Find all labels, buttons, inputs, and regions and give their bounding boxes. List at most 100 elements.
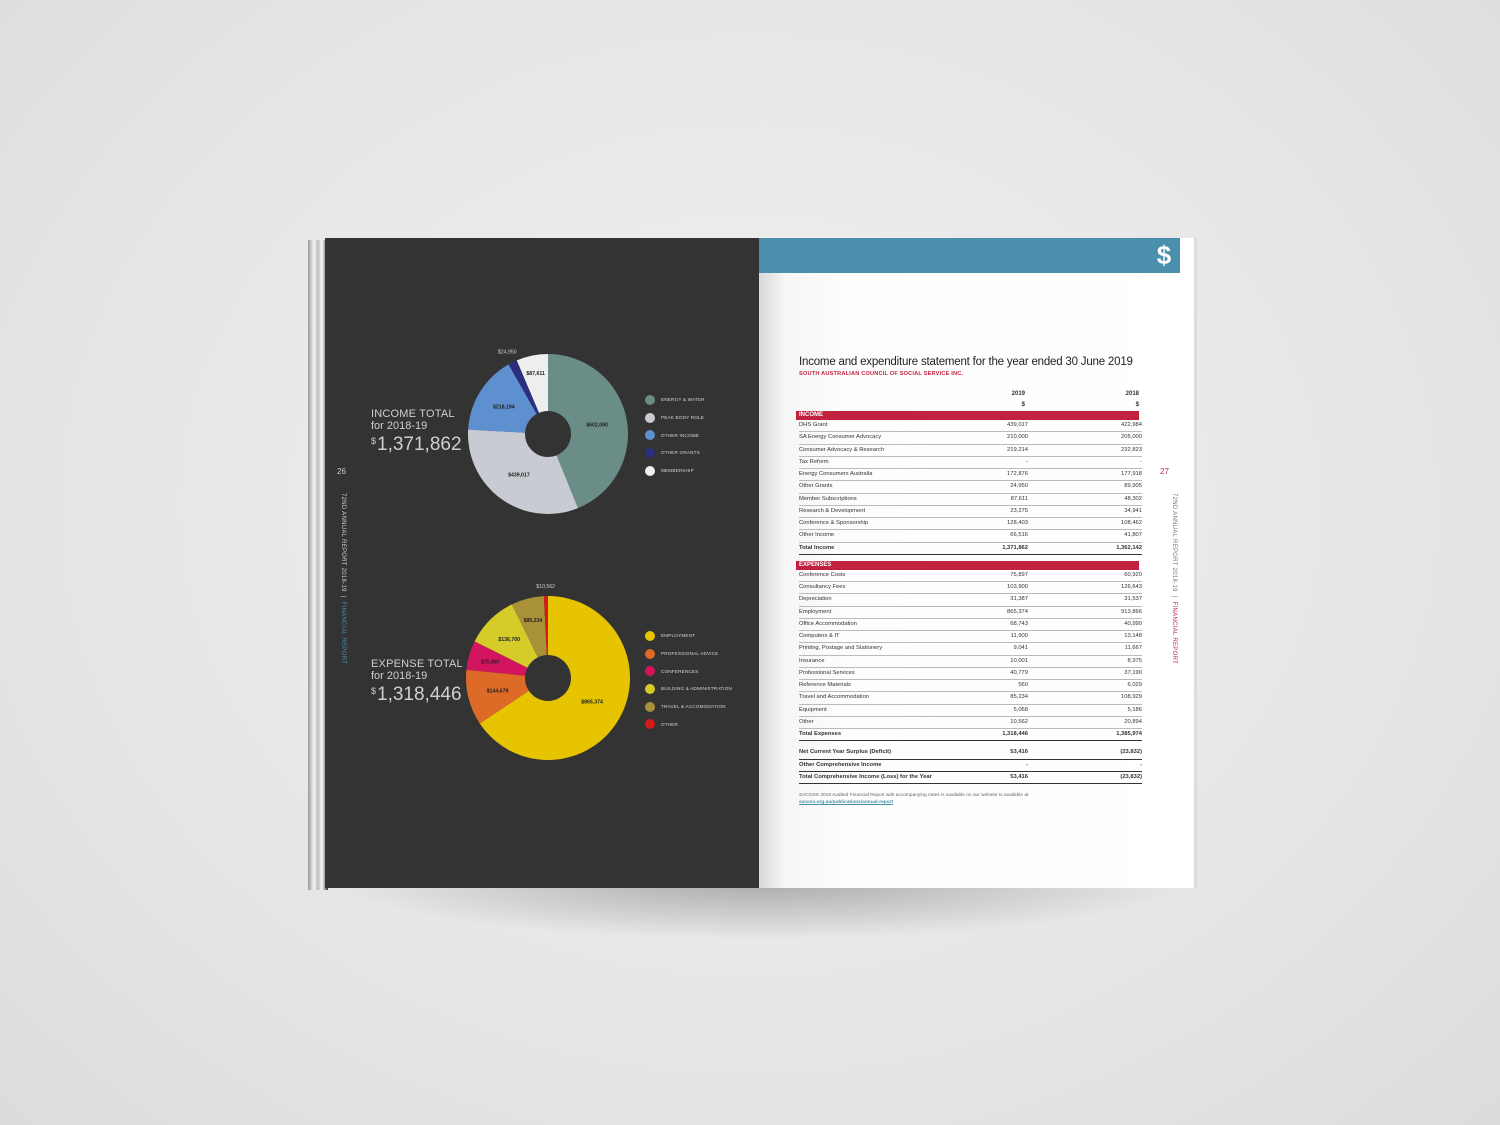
slice-value-label: $144,679 bbox=[487, 689, 509, 695]
expense-row-2018: 37,190 bbox=[1124, 669, 1142, 676]
legend-item: BUILDING & ADMINISTRATION bbox=[645, 680, 732, 698]
expense-row-2019: 85,234 bbox=[1010, 694, 1028, 701]
income-row-2019: 66,516 bbox=[1010, 532, 1028, 539]
legend-label: TRAVEL & ACCOMODATION bbox=[661, 704, 726, 710]
expense-row: Depreciation 31,387 31,537 bbox=[799, 594, 1142, 607]
right-page: $ 27 72ND ANNUAL REPORT 2018-19 | FINANCIA… bbox=[759, 238, 1196, 888]
side-report-label: 72ND ANNUAL REPORT 2018-19 bbox=[340, 493, 346, 592]
income-row-2018: 108,462 bbox=[1121, 520, 1142, 526]
income-row-label: Conference & Sponsorship bbox=[799, 520, 869, 526]
side-label-left: 72ND ANNUAL REPORT 2018-19 | FINANCIAL REP… bbox=[340, 493, 346, 664]
expense-row-label: Consultancy Fees bbox=[799, 584, 846, 590]
income-row: Consumer Advocacy & Research 219,214 232,8… bbox=[799, 445, 1142, 457]
expenses-section-header: EXPENSES bbox=[796, 560, 1139, 570]
expense-total-row: Total Expenses 1,318,446 1,385,974 bbox=[799, 729, 1142, 742]
income-expenditure-statement: Income and expenditure statement for the… bbox=[796, 356, 1142, 806]
expense-total-amount: $1,318,446 bbox=[371, 684, 462, 705]
expense-row-2018: 60,920 bbox=[1124, 571, 1142, 578]
expense-row-2018: 11,667 bbox=[1124, 645, 1142, 652]
legend-swatch bbox=[645, 430, 655, 441]
side-section-label: FINANCIAL REPORT bbox=[1171, 601, 1177, 665]
legend-swatch bbox=[645, 683, 655, 694]
statement-organisation: SOUTH AUSTRALIAN COUNCIL OF SOCIAL SERVI… bbox=[799, 371, 964, 377]
summary-row-2019: - bbox=[1026, 761, 1028, 768]
expense-row-2018: 13,148 bbox=[1124, 633, 1142, 639]
legend-swatch bbox=[645, 630, 655, 641]
income-legend: ENERGY & WATER PEAK BODY ROLE OTHER INCOME… bbox=[645, 391, 705, 479]
col-2018-year: 2018 bbox=[1125, 391, 1139, 397]
legend-swatch bbox=[645, 465, 655, 476]
expense-row-2018: 126,643 bbox=[1121, 584, 1142, 590]
expense-row-2018: 913,866 bbox=[1121, 608, 1142, 615]
income-row: Member Subscriptions 87,611 48,302 bbox=[799, 494, 1142, 506]
legend-item: PROFESSIONAL ADVICE bbox=[645, 645, 732, 663]
legend-swatch bbox=[645, 648, 655, 659]
income-row-2018: 205,000 bbox=[1121, 434, 1142, 441]
dollar-icon: $ bbox=[1156, 240, 1172, 270]
income-total-heading: INCOME TOTAL bbox=[371, 408, 455, 420]
expense-row-2019: 31,387 bbox=[1010, 596, 1028, 603]
side-divider: | bbox=[340, 595, 346, 598]
income-row-label: Tax Reform bbox=[799, 458, 829, 465]
income-row-2019: 210,000 bbox=[1007, 434, 1028, 441]
col-2019-year: 2019 bbox=[1011, 391, 1025, 397]
expense-row-label: Reference Materials bbox=[799, 682, 851, 688]
statement-title: Income and expenditure statement for the… bbox=[799, 356, 1133, 368]
income-total-row: Total Income 1,371,862 1,362,142 bbox=[799, 543, 1142, 555]
income-total-period: for 2018-19 bbox=[371, 420, 428, 432]
expense-legend: EMPLOYMENT PROFESSIONAL ADVICE CONFERENCES… bbox=[645, 627, 732, 733]
expense-row: Consultancy Fees 103,900 126,643 bbox=[799, 582, 1142, 595]
slice-membership bbox=[516, 354, 548, 413]
legend-item: OTHER bbox=[645, 715, 732, 733]
expense-row-2018: 6,029 bbox=[1127, 682, 1142, 688]
legend-item: EMPLOYMENT bbox=[645, 627, 732, 645]
slice-other-income bbox=[468, 364, 537, 433]
legend-item: ENERGY & WATER bbox=[645, 391, 705, 409]
slice-value-label: $865,374 bbox=[581, 700, 603, 706]
income-total-block: INCOME TOTAL for 2018-19 $1,371,862 bbox=[371, 408, 462, 456]
expense-row-2019: 865,374 bbox=[1007, 608, 1028, 615]
brochure-shadow bbox=[330, 880, 1190, 940]
slice-value-label: $75,897 bbox=[481, 659, 500, 665]
income-total-amount: $1,371,862 bbox=[371, 434, 462, 455]
footnote: SACOSS 2019 Audited Financial Report wit… bbox=[799, 793, 1029, 805]
header-band: $ bbox=[759, 238, 1180, 273]
income-row-2019: 172,876 bbox=[1007, 471, 1028, 477]
expense-total-block: EXPENSE TOTAL for 2018-19 $1,318,446 bbox=[371, 658, 463, 706]
expense-row: Professional Services 40,779 37,190 bbox=[799, 668, 1142, 680]
income-row-2018: 41,807 bbox=[1124, 532, 1142, 539]
expense-row-label: Conference Costs bbox=[799, 571, 846, 578]
income-row-2019: 128,403 bbox=[1007, 520, 1028, 526]
expense-row-2019: 10,562 bbox=[1010, 718, 1028, 725]
slice-professional-advice bbox=[466, 669, 529, 724]
summary-row-2018: (23,832) bbox=[1120, 749, 1142, 756]
slice-peak-body-role bbox=[468, 429, 578, 514]
income-row-2018: 422,984 bbox=[1121, 422, 1142, 428]
income-row-2018: 177,918 bbox=[1121, 471, 1142, 477]
expense-row-2018: 40,990 bbox=[1124, 620, 1142, 627]
legend-swatch bbox=[645, 701, 655, 712]
summary-row-label: Total Comprehensive Income (Loss) for th… bbox=[799, 773, 932, 780]
legend-swatch bbox=[645, 394, 655, 405]
expense-row-2019: 11,900 bbox=[1010, 633, 1028, 639]
right-page-edge bbox=[1194, 238, 1197, 888]
income-row-2019: 439,017 bbox=[1007, 422, 1028, 428]
expense-row: Office Accommodation 68,743 40,990 bbox=[799, 619, 1142, 631]
income-row: Tax Reform - - bbox=[799, 457, 1142, 469]
page-number-left: 26 bbox=[337, 467, 346, 476]
expense-row: Travel and Accommodation 85,234 108,929 bbox=[799, 692, 1142, 705]
income-row-label: Other Grants bbox=[799, 483, 833, 490]
legend-item: TRAVEL & ACCOMODATION bbox=[645, 698, 732, 716]
slice-value-label: $218,194 bbox=[493, 405, 515, 411]
slice-value-label: $85,234 bbox=[524, 618, 543, 624]
page-stack-edge bbox=[308, 240, 328, 890]
side-label-right: 72ND ANNUAL REPORT 2018-19 | FINANCIAL REP… bbox=[1171, 493, 1177, 664]
col-2019-unit: $ bbox=[1021, 402, 1025, 408]
annual-report-link[interactable]: sacoss.org.au/publications/annual-report bbox=[799, 800, 894, 805]
slice-value-label: $439,017 bbox=[508, 473, 530, 479]
expense-row-2018: 5,186 bbox=[1127, 706, 1142, 713]
expense-row-label: Insurance bbox=[799, 657, 825, 664]
expense-total-period: for 2018-19 bbox=[371, 670, 428, 682]
expense-row-label: Computers & IT bbox=[799, 633, 840, 639]
expense-row-label: Printing, Postage and Stationery bbox=[799, 645, 883, 652]
